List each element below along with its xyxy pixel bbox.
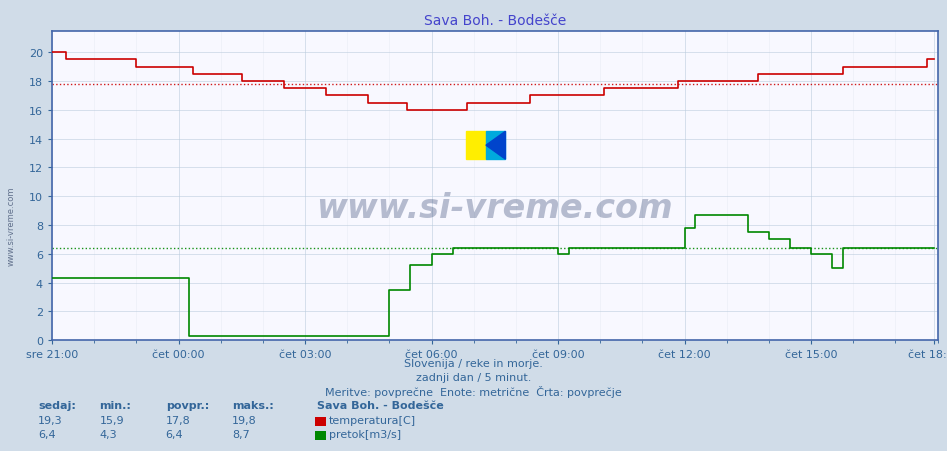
Text: www.si-vreme.com: www.si-vreme.com (7, 186, 16, 265)
Text: 19,8: 19,8 (232, 414, 257, 424)
Title: Sava Boh. - Bodešče: Sava Boh. - Bodešče (423, 14, 566, 28)
Text: Meritve: povprečne  Enote: metrične  Črta: povprečje: Meritve: povprečne Enote: metrične Črta:… (325, 386, 622, 398)
Text: 4,3: 4,3 (99, 429, 117, 439)
Text: 6,4: 6,4 (38, 429, 56, 439)
Text: 6,4: 6,4 (166, 429, 184, 439)
Text: www.si-vreme.com: www.si-vreme.com (316, 191, 673, 224)
Text: maks.:: maks.: (232, 400, 274, 410)
Bar (467, 132, 486, 160)
Text: 19,3: 19,3 (38, 414, 63, 424)
Bar (486, 132, 506, 160)
Text: Sava Boh. - Bodešče: Sava Boh. - Bodešče (317, 400, 444, 410)
Text: temperatura[C]: temperatura[C] (329, 414, 416, 424)
Text: pretok[m3/s]: pretok[m3/s] (329, 429, 401, 439)
Text: 17,8: 17,8 (166, 414, 190, 424)
Text: 15,9: 15,9 (99, 414, 124, 424)
Text: min.:: min.: (99, 400, 132, 410)
Polygon shape (486, 132, 506, 160)
Text: zadnji dan / 5 minut.: zadnji dan / 5 minut. (416, 372, 531, 382)
Text: 8,7: 8,7 (232, 429, 250, 439)
Text: povpr.:: povpr.: (166, 400, 209, 410)
Text: sedaj:: sedaj: (38, 400, 76, 410)
Text: Slovenija / reke in morje.: Slovenija / reke in morje. (404, 359, 543, 368)
